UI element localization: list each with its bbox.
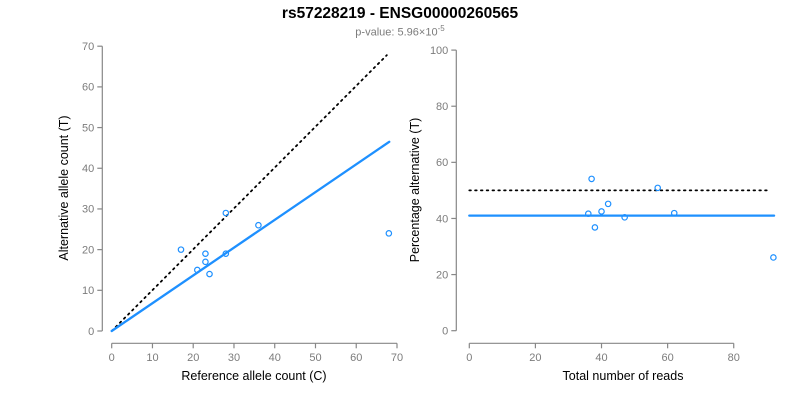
- left-xaxis-title: Reference allele count (C): [181, 369, 327, 383]
- svg-text:60: 60: [436, 157, 448, 169]
- pvalue-text: p-value: 5.96×10: [355, 26, 438, 39]
- svg-text:10: 10: [82, 285, 94, 297]
- page-title: rs57228219 - ENSG00000260565: [281, 5, 519, 22]
- svg-text:80: 80: [436, 101, 448, 113]
- svg-text:20: 20: [187, 352, 199, 364]
- left-yaxis-title: Alternative allele count (T): [57, 115, 71, 261]
- svg-text:60: 60: [82, 82, 94, 94]
- right-yaxis-title: Percentage alternative (T): [408, 117, 422, 263]
- svg-text:60: 60: [661, 352, 673, 364]
- svg-text:20: 20: [529, 352, 541, 364]
- svg-text:0: 0: [109, 352, 115, 364]
- svg-text:30: 30: [228, 352, 240, 364]
- svg-text:40: 40: [82, 163, 94, 175]
- svg-text:0: 0: [442, 326, 448, 338]
- right-xaxis-title: Total number of reads: [562, 369, 684, 383]
- svg-text:10: 10: [146, 352, 158, 364]
- svg-text:50: 50: [82, 122, 94, 134]
- svg-text:40: 40: [595, 352, 607, 364]
- svg-text:20: 20: [436, 269, 448, 281]
- svg-text:40: 40: [269, 352, 281, 364]
- svg-text:100: 100: [430, 45, 448, 57]
- svg-text:50: 50: [309, 352, 321, 364]
- svg-text:0: 0: [466, 352, 472, 364]
- svg-text:60: 60: [350, 352, 362, 364]
- svg-text:40: 40: [436, 213, 448, 225]
- pvalue-subtitle: p-value: 5.96×10-5: [0, 24, 800, 39]
- svg-text:0: 0: [88, 326, 94, 338]
- svg-text:20: 20: [82, 244, 94, 256]
- svg-text:70: 70: [82, 41, 94, 53]
- svg-text:70: 70: [391, 352, 403, 364]
- svg-text:30: 30: [82, 204, 94, 216]
- svg-text:80: 80: [728, 352, 740, 364]
- pvalue-exponent: -5: [437, 24, 445, 33]
